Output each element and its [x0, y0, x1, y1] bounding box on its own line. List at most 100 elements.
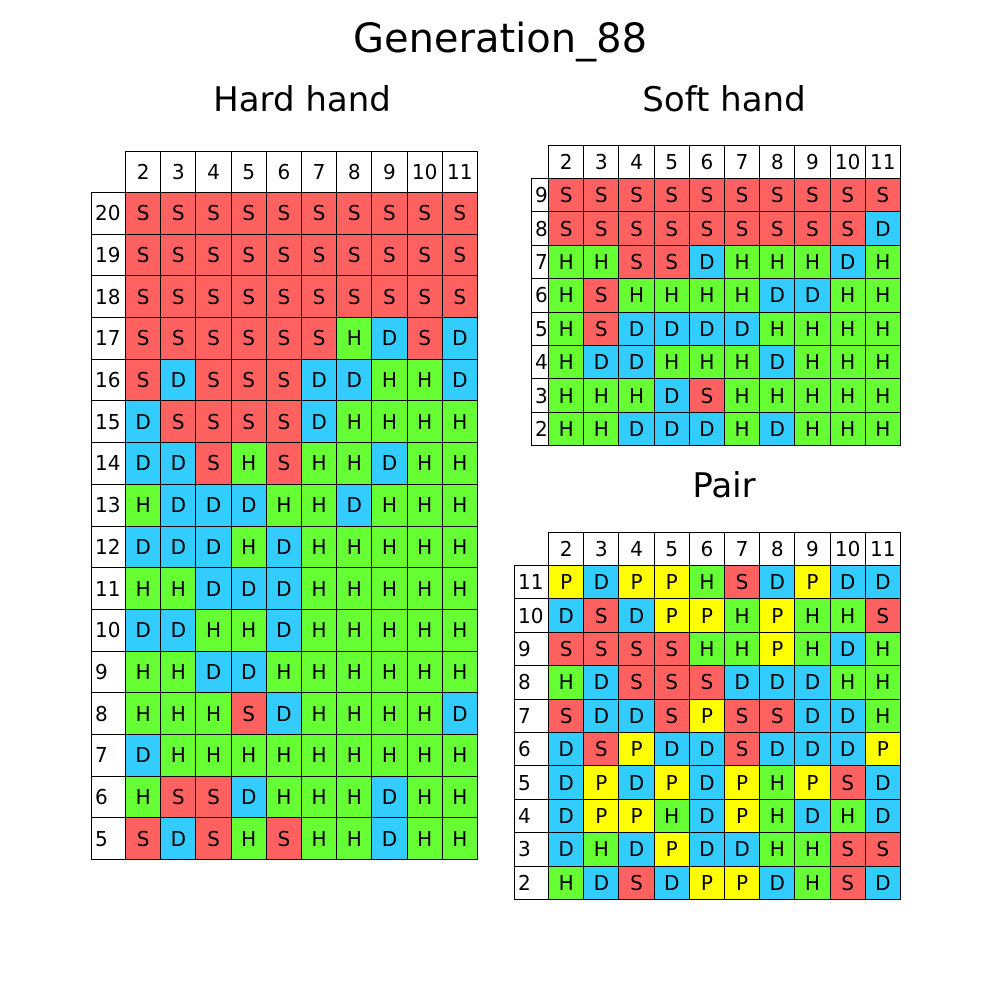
action-cell: H: [300, 733, 338, 777]
action-cell: H: [583, 411, 620, 447]
action-cell: S: [723, 698, 761, 733]
action-cell: D: [583, 865, 620, 900]
action-cell: S: [653, 211, 690, 246]
action-cell: H: [864, 278, 901, 313]
action-cell: D: [794, 798, 831, 834]
action-cell: S: [618, 244, 655, 280]
action-cell: S: [829, 765, 866, 800]
column-header: 8: [759, 532, 796, 566]
action-cell: S: [230, 317, 267, 360]
row-header: 7: [91, 733, 126, 777]
row-header: 11: [514, 564, 549, 600]
action-cell: P: [723, 865, 761, 900]
action-cell: H: [160, 650, 197, 694]
column-header: 7: [723, 532, 761, 566]
action-cell: H: [688, 564, 725, 600]
action-cell: H: [195, 608, 232, 652]
column-header: 3: [583, 145, 620, 179]
action-cell: P: [653, 832, 690, 867]
action-cell: D: [441, 692, 478, 735]
action-cell: D: [759, 564, 796, 600]
action-cell: S: [829, 832, 866, 867]
column-header: 9: [794, 145, 831, 179]
action-cell: D: [653, 411, 690, 447]
table-row: 17 S S S S S S H D S D: [91, 317, 478, 360]
action-cell: H: [371, 483, 408, 527]
action-cell: H: [230, 442, 267, 485]
action-cell: H: [300, 817, 338, 860]
action-cell: H: [230, 608, 267, 652]
action-cell: D: [759, 344, 796, 380]
action-cell: S: [195, 317, 232, 360]
action-cell: H: [864, 344, 901, 380]
action-cell: H: [653, 344, 690, 380]
action-cell: S: [265, 233, 302, 277]
action-cell: S: [653, 177, 690, 213]
action-cell: H: [441, 400, 478, 444]
action-cell: H: [759, 832, 796, 867]
column-header: 10: [829, 145, 866, 179]
action-cell: S: [195, 233, 232, 277]
action-cell: H: [794, 411, 831, 447]
action-cell: H: [794, 344, 831, 380]
action-cell: S: [195, 400, 232, 444]
action-cell: H: [336, 317, 373, 360]
column-header: 8: [336, 151, 373, 193]
action-cell: H: [300, 775, 338, 819]
row-header: 11: [91, 567, 126, 610]
row-header: 10: [514, 598, 549, 633]
action-cell: S: [759, 698, 796, 733]
action-cell: S: [124, 233, 162, 277]
action-cell: S: [547, 631, 585, 667]
action-cell: H: [124, 567, 162, 610]
action-cell: H: [336, 775, 373, 819]
row-header: 6: [514, 731, 549, 767]
action-cell: D: [688, 244, 725, 280]
column-header: 5: [653, 532, 690, 566]
action-cell: D: [794, 731, 831, 767]
action-cell: H: [230, 733, 267, 777]
row-header: 6: [91, 775, 126, 819]
action-cell: H: [160, 567, 197, 610]
action-cell: D: [371, 442, 408, 485]
action-cell: D: [124, 400, 162, 444]
action-cell: P: [723, 798, 761, 834]
action-cell: S: [160, 275, 197, 319]
action-cell: S: [230, 358, 267, 402]
action-cell: D: [794, 278, 831, 313]
action-cell: H: [794, 598, 831, 633]
action-cell: H: [300, 567, 338, 610]
action-cell: P: [759, 598, 796, 633]
table-row: 18 S S S S S S S S S S: [91, 275, 478, 319]
action-cell: H: [547, 665, 585, 700]
action-cell: S: [300, 233, 338, 277]
row-header: 4: [531, 344, 549, 380]
column-header: 5: [230, 151, 267, 193]
action-cell: H: [864, 631, 901, 667]
action-cell: H: [406, 733, 443, 777]
action-cell: D: [723, 832, 761, 867]
row-header: 16: [91, 358, 126, 402]
action-cell: D: [829, 631, 866, 667]
action-cell: S: [195, 442, 232, 485]
action-cell: S: [864, 177, 901, 213]
action-cell: H: [829, 798, 866, 834]
action-cell: S: [300, 317, 338, 360]
action-cell: H: [265, 650, 302, 694]
action-cell: D: [230, 567, 267, 610]
table-row: 12 D D D H D H H H H H: [91, 525, 478, 569]
action-cell: P: [618, 731, 655, 767]
action-cell: P: [759, 631, 796, 667]
action-cell: S: [230, 192, 267, 235]
action-cell: S: [160, 317, 197, 360]
action-cell: D: [124, 525, 162, 569]
row-header: 8: [514, 665, 549, 700]
table-row: 11 P D P P H S D P D D: [514, 564, 901, 600]
action-cell: D: [829, 564, 866, 600]
table-row: 11 H H D D D H H H H H: [91, 567, 478, 610]
